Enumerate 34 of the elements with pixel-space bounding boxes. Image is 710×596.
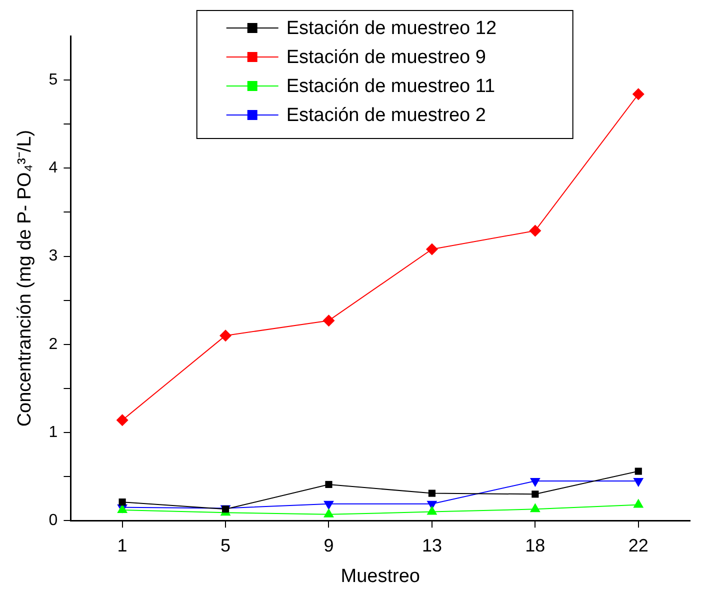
point <box>530 503 540 512</box>
x-tick-label: 18 <box>525 535 546 556</box>
y-tick-label: 5 <box>48 71 58 88</box>
point <box>428 490 436 497</box>
y-tick-label: 2 <box>48 336 58 353</box>
legend-label: Estación de muestreo 12 <box>286 18 497 40</box>
point <box>322 314 335 327</box>
x-tick-label: 5 <box>220 535 231 556</box>
point <box>324 500 334 510</box>
point <box>220 330 232 342</box>
y-tick-label: 3 <box>48 248 58 265</box>
x-tick-label: 9 <box>324 535 334 556</box>
point <box>118 498 126 506</box>
legend-label: Estación de muestreo 9 <box>286 47 486 68</box>
y-tick-label: 0 <box>48 512 58 530</box>
legend-label: Estación de muestreo 11 <box>286 76 496 98</box>
point <box>530 478 540 487</box>
x-tick-label: 13 <box>422 535 442 556</box>
y-tick-label: 1 <box>48 424 58 441</box>
x-tick-label: 1 <box>117 535 128 556</box>
x-tick-label: 22 <box>628 535 648 556</box>
point <box>633 498 644 508</box>
point <box>325 480 332 488</box>
point <box>116 414 128 426</box>
point <box>532 490 539 498</box>
point <box>633 478 644 487</box>
point <box>634 468 642 475</box>
x-axis-title: Muestreo <box>340 566 420 587</box>
point <box>529 224 542 237</box>
legend-label: Estación de muestreo 2 <box>286 105 486 126</box>
y-tick-label: 4 <box>48 160 58 177</box>
y-axis-title: Concentranción (mg de P- PO₄³⁻/L) <box>14 130 36 427</box>
point <box>426 243 438 256</box>
point <box>632 88 644 100</box>
